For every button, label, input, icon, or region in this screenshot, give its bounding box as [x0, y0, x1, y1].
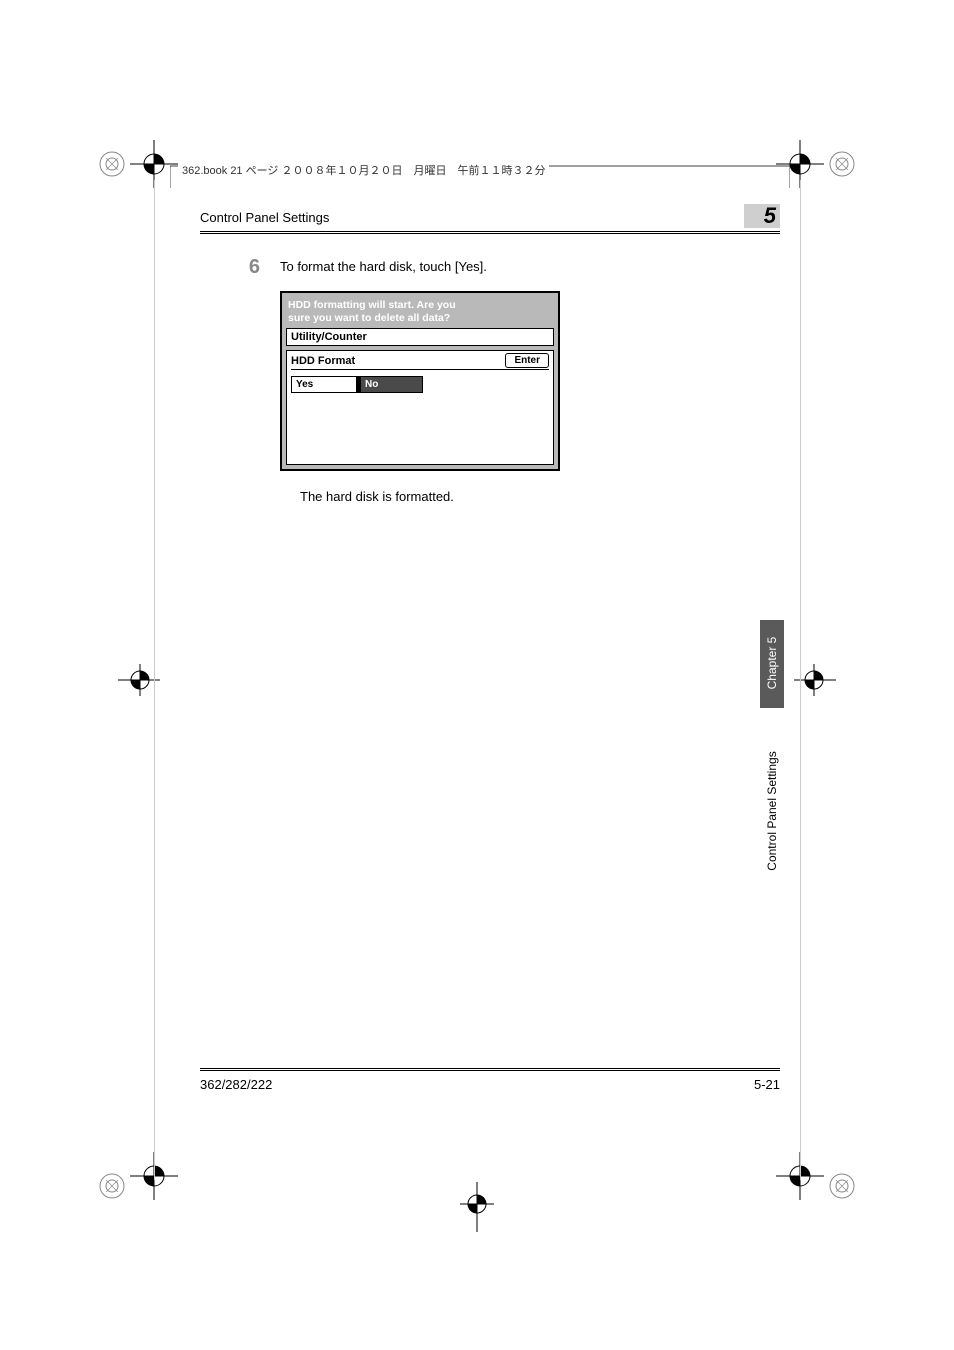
page-footer: 362/282/222 5-21 — [200, 1068, 780, 1092]
page-content: 6 To format the hard disk, touch [Yes]. … — [200, 255, 780, 504]
breadcrumb: Utility/Counter — [286, 328, 554, 346]
lcd-screenshot: HDD formatting will start. Are you sure … — [280, 291, 560, 471]
footer-right: 5-21 — [754, 1077, 780, 1092]
side-tab-section-label: Control Panel Settings — [765, 721, 779, 901]
crop-guide-right — [800, 180, 801, 1180]
enter-button[interactable]: Enter — [505, 353, 549, 368]
crop-mark-right — [794, 660, 864, 700]
option-no-button[interactable]: No — [357, 376, 423, 393]
result-text: The hard disk is formatted. — [300, 489, 780, 504]
side-tab-chapter-label: Chapter 5 — [765, 619, 779, 707]
header-title: Control Panel Settings — [200, 210, 780, 229]
crop-mark-bottom — [452, 1182, 502, 1242]
crop-guide-left — [154, 180, 155, 1180]
corner-ornament-tl — [98, 150, 126, 178]
side-tab-chapter: Chapter 5 — [760, 620, 784, 708]
step-number: 6 — [200, 255, 260, 279]
dialog-message: HDD formatting will start. Are you sure … — [286, 297, 554, 328]
footer-rule-thin — [200, 1068, 780, 1069]
footer-row: 362/282/222 5-21 — [200, 1077, 780, 1092]
header-rule-thin — [200, 233, 780, 234]
source-file-header: 362.book 21 ページ ２００８年１０月２０日 月曜日 午前１１時３２分 — [178, 162, 549, 178]
chapter-number: 5 — [764, 203, 776, 228]
crop-mark-bl — [130, 1140, 190, 1200]
footer-left: 362/282/222 — [200, 1077, 272, 1092]
step-text: To format the hard disk, touch [Yes]. — [280, 255, 780, 279]
corner-ornament-br — [828, 1172, 856, 1200]
step-row: 6 To format the hard disk, touch [Yes]. — [200, 255, 780, 279]
corner-ornament-tr — [828, 150, 856, 178]
option-row: Yes No — [291, 376, 549, 393]
crop-mark-left — [90, 660, 160, 700]
crop-mark-br — [764, 1140, 824, 1200]
page-header: Control Panel Settings 5 — [200, 210, 780, 234]
dialog-panel: Enter HDD Format Yes No — [286, 350, 554, 465]
side-tab-section: Control Panel Settings — [760, 720, 784, 900]
dialog-message-line2: sure you want to delete all data? — [288, 312, 450, 324]
option-yes-button[interactable]: Yes — [291, 376, 357, 393]
panel-rule — [291, 369, 549, 370]
chapter-badge: 5 — [744, 204, 780, 228]
header-rule — [200, 231, 780, 232]
dialog-message-line1: HDD formatting will start. Are you — [288, 299, 456, 311]
footer-rule — [200, 1070, 780, 1071]
corner-ornament-bl — [98, 1172, 126, 1200]
